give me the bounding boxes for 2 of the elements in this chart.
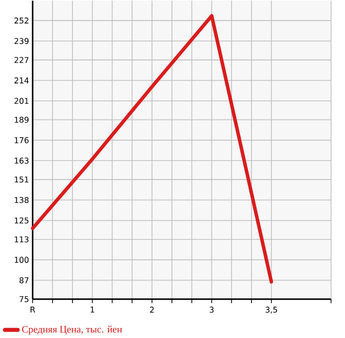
- legend-label: Средняя Цена, тыс. йен: [22, 326, 122, 335]
- line-series: [30, 14, 274, 284]
